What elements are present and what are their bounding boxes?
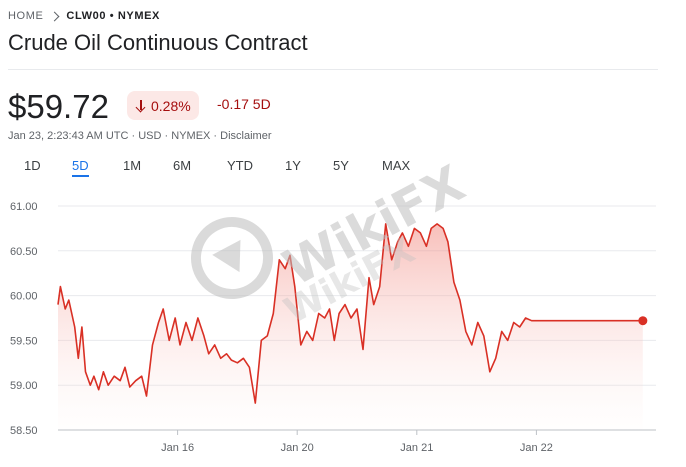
change-percent-badge: 0.28%: [127, 91, 199, 120]
range-tab-ytd[interactable]: YTD: [227, 158, 253, 173]
change-absolute: -0.17 5D: [217, 96, 271, 112]
quote-exchange: NYMEX: [171, 130, 211, 142]
meta-separator: ·: [210, 130, 221, 142]
range-tab-5d[interactable]: 5D: [72, 157, 89, 177]
x-tick-label: Jan 16: [161, 442, 194, 454]
breadcrumb-home-link[interactable]: HOME: [8, 10, 44, 22]
range-tab-6m[interactable]: 6M: [173, 158, 192, 173]
chevron-right-icon: [49, 11, 60, 21]
page-title: Crude Oil Continuous Contract: [8, 30, 308, 55]
x-axis: Jan 16 Jan 20 Jan 21 Jan 22: [161, 430, 553, 454]
quote-meta: Jan 23, 2:23:43 AM UTC · USD · NYMEX · D…: [8, 130, 272, 142]
arrow-down-icon: [135, 99, 147, 113]
range-tab-1m[interactable]: 1M: [123, 158, 142, 173]
range-tab-5y[interactable]: 5Y: [333, 158, 349, 173]
y-tick-label: 59.50: [10, 335, 38, 347]
y-tick-label: 58.50: [10, 425, 38, 437]
disclaimer-link[interactable]: Disclaimer: [220, 130, 272, 142]
price-area: [58, 223, 643, 430]
current-price-marker: [638, 316, 648, 326]
x-tick-label: Jan 21: [400, 442, 433, 454]
meta-separator: ·: [161, 130, 172, 142]
range-tab-1y[interactable]: 1Y: [285, 158, 301, 173]
y-axis: 61.00 60.50 60.00 59.50 59.00 58.50: [10, 201, 38, 437]
x-tick-label: Jan 22: [520, 442, 553, 454]
quote-timestamp: Jan 23, 2:23:43 AM UTC: [8, 130, 129, 142]
y-tick-label: 61.00: [10, 201, 38, 213]
change-percent: 0.28%: [151, 97, 191, 114]
breadcrumb: HOME CLW00 • NYMEX: [8, 9, 160, 23]
range-tab-max[interactable]: MAX: [382, 158, 411, 173]
quote-currency: USD: [138, 130, 162, 142]
y-tick-label: 59.00: [10, 380, 38, 392]
divider: [8, 69, 658, 70]
current-price: $59.72: [8, 88, 109, 125]
y-tick-label: 60.50: [10, 246, 38, 258]
x-tick-label: Jan 20: [281, 442, 314, 454]
y-tick-label: 60.00: [10, 291, 38, 303]
breadcrumb-current: CLW00 • NYMEX: [66, 10, 160, 22]
price-line: [57, 223, 643, 404]
range-tab-1d[interactable]: 1D: [24, 158, 41, 173]
meta-separator: ·: [128, 130, 139, 142]
